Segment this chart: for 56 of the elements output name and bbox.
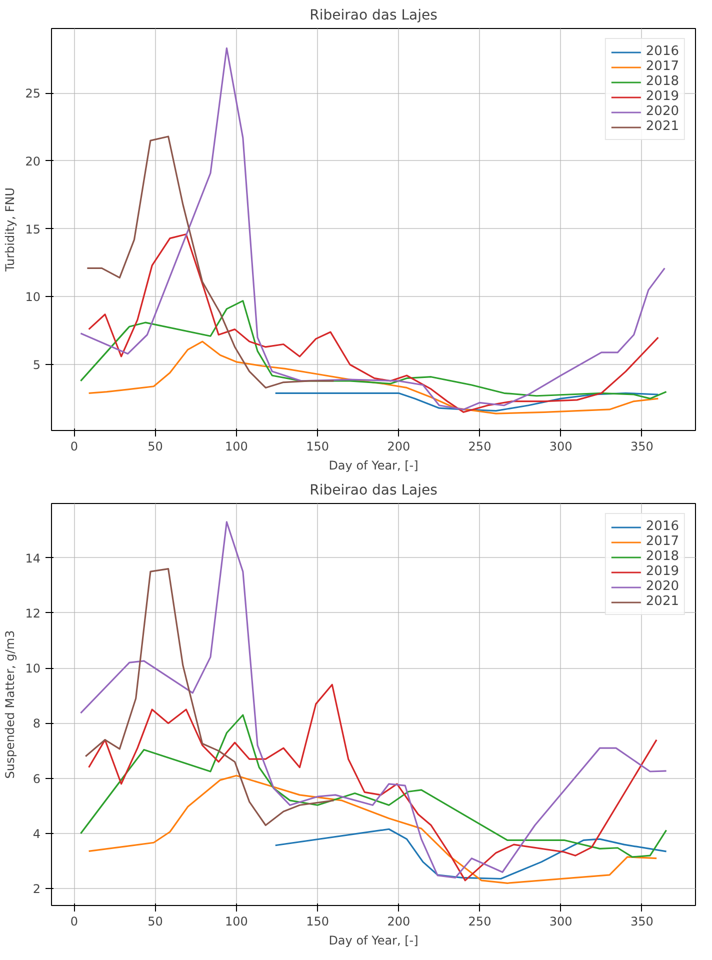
legend-label: 2020 [646,104,679,119]
legend-label: 2016 [646,44,679,59]
legend-label: 2017 [646,59,679,74]
line-series [88,340,659,414]
y-tick-label: 25 [25,86,41,101]
legend-label: 2021 [646,594,679,609]
x-tick-label: 300 [549,914,572,928]
line-series [86,136,335,389]
line-series [88,233,659,413]
legend-label: 2018 [646,74,679,89]
x-tick-label: 100 [224,440,248,454]
legend-label: 2019 [646,564,679,579]
y-tick-label: 20 [25,154,41,168]
y-tick-label: 14 [25,551,41,566]
y-tick-label: 6 [32,772,41,786]
legend-label: 2020 [646,579,679,594]
line-series [84,568,335,826]
x-tick-label: 150 [306,440,329,454]
line-series [88,684,658,882]
x-tick-label: 100 [224,914,248,928]
x-tick-label: 350 [630,914,654,928]
y-tick-label: 10 [25,290,41,304]
y-tick-label: 12 [25,606,41,620]
x-tick-label: 150 [306,914,329,928]
x-tick-label: 50 [148,440,163,454]
line-series [274,828,668,880]
chart-title: Ribeirao das Lajes [310,8,438,24]
x-tick-label: 300 [549,440,572,454]
y-tick-label: 8 [32,716,41,731]
line-series [274,392,659,412]
x-tick-label: 0 [70,440,78,454]
legend-label: 2021 [646,119,679,134]
legend-label: 2016 [646,519,679,534]
line-series [80,714,668,858]
x-tick-label: 250 [468,914,492,928]
y-tick-label: 5 [32,358,41,372]
y-tick-label: 4 [32,827,41,842]
y-tick-label: 10 [25,662,41,676]
x-tick-label: 250 [468,440,492,454]
x-tick-label: 50 [148,914,163,928]
y-tick-label: 15 [25,222,41,236]
legend-label: 2019 [646,89,679,104]
line-series [80,300,668,400]
chart-title: Ribeirao das Lajes [310,482,438,498]
x-axis-title: Day of Year, [-] [328,458,418,472]
x-tick-label: 200 [387,914,410,928]
x-axis-title: Day of Year, [-] [328,934,418,948]
y-axis-title: Suspended Matter, g/m3 [3,630,18,779]
x-tick-label: 350 [630,440,654,454]
y-axis-title: Turbidity, FNU [3,187,18,273]
x-tick-label: 200 [387,440,410,454]
x-tick-label: 0 [70,914,78,928]
y-tick-label: 2 [32,882,41,896]
line-series [88,774,658,884]
legend-label: 2017 [646,534,679,549]
legend-label: 2018 [646,549,679,564]
